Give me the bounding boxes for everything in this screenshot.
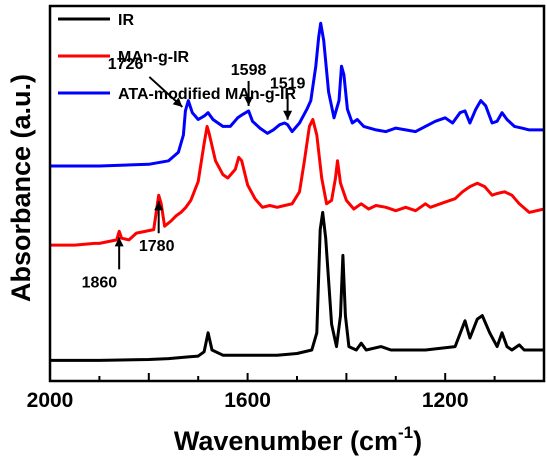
annotation-label: 1780 [139, 238, 175, 255]
x-tick-label: 2000 [27, 389, 74, 412]
x-tick-label: 1600 [224, 389, 271, 412]
legend-label-ir: IR [118, 12, 134, 29]
annotation-1598: 1598 [231, 62, 267, 106]
x-axis-title-main: Wavenumber (cm [174, 426, 398, 456]
x-axis-title-superscript: -1 [398, 423, 413, 442]
series-line-1 [50, 118, 545, 247]
annotation-label: 1860 [82, 274, 118, 291]
annotation-1519: 1519 [270, 76, 306, 120]
series-line-2 [50, 21, 544, 168]
annotation-arrow-head [154, 201, 164, 211]
annotation-1860: 1860 [82, 237, 124, 291]
annotation-label: 1519 [270, 76, 306, 93]
y-axis-title: Absorbance (a.u.) [6, 74, 36, 302]
annotation-arrow-head [283, 110, 293, 120]
annotation-arrow-head [244, 96, 254, 106]
x-axis-title-close: ) [413, 426, 422, 456]
series-layer [50, 21, 545, 362]
legend-label-man-g-ir: MAn-g-IR [118, 49, 190, 66]
annotation-arrow-head [172, 97, 183, 107]
tick-layer: 2000 1600 1200 [27, 373, 545, 412]
annotation-1780: 1780 [139, 201, 175, 255]
annotation-1726: 1726 [108, 56, 184, 108]
series-line-0 [50, 210, 544, 362]
x-axis-title: Wavenumber (cm-1) [174, 423, 422, 456]
legend: IR MAn-g-IR ATA-modified MAn-g-IR [58, 12, 296, 103]
annotation-label: 1598 [231, 62, 267, 79]
legend-label-ata-modified: ATA-modified MAn-g-IR [118, 86, 296, 103]
annotation-arrow-head [114, 237, 124, 247]
x-tick-label: 1200 [422, 389, 469, 412]
annotation-label: 1726 [108, 56, 144, 73]
